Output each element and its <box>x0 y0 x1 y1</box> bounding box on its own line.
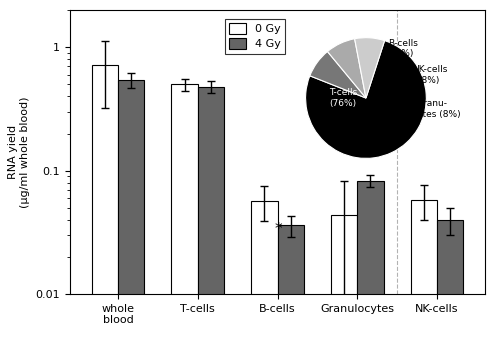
Text: NK-cells
(8%): NK-cells (8%) <box>412 65 447 85</box>
Wedge shape <box>354 38 384 98</box>
Bar <box>198 87 224 338</box>
Bar <box>411 200 437 338</box>
Text: *: * <box>275 222 282 237</box>
Wedge shape <box>310 51 366 98</box>
Y-axis label: RNA yield
(µg/ml whole blood): RNA yield (µg/ml whole blood) <box>8 96 30 208</box>
Bar <box>437 220 464 338</box>
Bar <box>358 180 384 338</box>
Bar <box>92 65 118 338</box>
Legend: 0 Gy, 4 Gy: 0 Gy, 4 Gy <box>225 19 286 54</box>
Text: B-cells
(8%): B-cells (8%) <box>388 39 418 58</box>
Wedge shape <box>306 41 426 159</box>
Text: Granu-
locytes (8%): Granu- locytes (8%) <box>404 99 460 119</box>
Bar <box>251 201 278 338</box>
Bar <box>118 80 144 338</box>
Bar <box>278 225 304 338</box>
Bar <box>172 84 198 338</box>
Wedge shape <box>328 39 366 98</box>
Bar <box>331 215 357 338</box>
Text: T-cells
(76%): T-cells (76%) <box>329 88 357 108</box>
